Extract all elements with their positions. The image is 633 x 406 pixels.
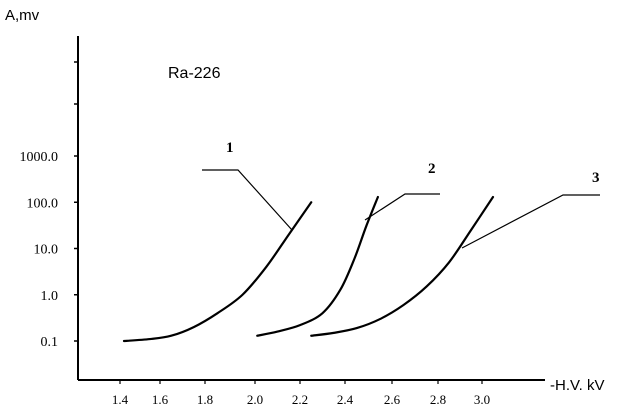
series-line-2 — [257, 197, 378, 336]
y-tick-label: 1.0 — [41, 289, 59, 304]
y-tick-label: 1000.0 — [20, 150, 59, 165]
series-leader-2 — [365, 194, 440, 220]
series-line-1 — [124, 202, 311, 341]
y-tick-label: 0.1 — [41, 335, 59, 350]
series-label-1: 1 — [226, 140, 234, 156]
x-tick-label: 2.2 — [292, 392, 308, 406]
series-leader-1 — [202, 170, 292, 230]
series-group — [124, 197, 493, 341]
x-axis-label: -H.V. kV — [550, 377, 604, 394]
labels: A,mv Ra-226 -H.V. kV — [5, 7, 604, 394]
x-tick-label: 2.0 — [247, 392, 263, 406]
x-tick-label: 3.0 — [474, 392, 490, 406]
y-axis-label: A,mv — [5, 7, 40, 24]
leaders-group: 1 2 3 — [202, 140, 600, 248]
x-tick-label: 2.8 — [430, 392, 446, 406]
axes — [78, 36, 545, 380]
x-tick-label: 2.4 — [337, 392, 354, 406]
x-tick-label: 1.8 — [197, 392, 213, 406]
series-line-3 — [311, 197, 493, 336]
chart-title: Ra-226 — [168, 65, 221, 82]
x-tick-label: 1.4 — [112, 392, 129, 406]
series-label-2: 2 — [428, 161, 436, 177]
x-tick-label: 1.6 — [152, 392, 169, 406]
y-tick-label: 100.0 — [27, 196, 59, 211]
x-tick-label: 2.6 — [384, 392, 401, 406]
y-tick-label: 10.0 — [34, 243, 59, 258]
series-label-3: 3 — [592, 170, 600, 186]
series-leader-3 — [462, 195, 600, 248]
ticks: 0.1 1.0 10.0 100.0 1000.0 1.4 1.6 1.8 2.0 2.2 2.4 2… — [20, 62, 491, 406]
